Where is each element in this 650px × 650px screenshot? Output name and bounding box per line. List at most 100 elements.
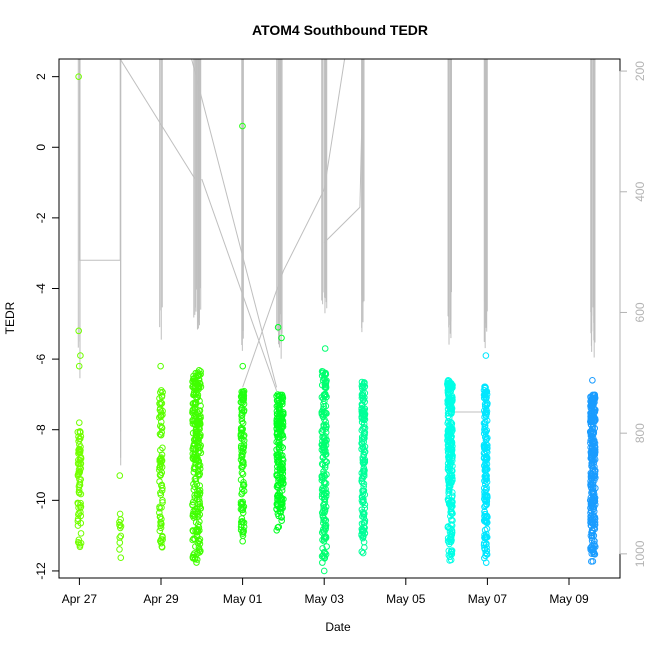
data-point (587, 451, 595, 459)
data-point (360, 450, 368, 458)
right-tick-label: 1000 (633, 540, 647, 567)
data-point-outlier (239, 122, 246, 130)
data-point (273, 431, 281, 438)
data-point (76, 489, 83, 497)
data-point (75, 511, 82, 518)
data-point (117, 524, 124, 532)
data-point (446, 439, 454, 447)
data-point (158, 543, 166, 551)
data-point (275, 523, 283, 531)
data-point (587, 507, 595, 515)
data-point (279, 400, 286, 408)
data-point (591, 424, 599, 432)
y-tick-label: 0 (34, 144, 48, 151)
data-point (77, 530, 85, 537)
data-point (75, 504, 82, 512)
data-point (189, 536, 196, 544)
data-point (278, 514, 286, 521)
data-point (360, 420, 368, 428)
data-point (116, 534, 124, 541)
data-point (589, 558, 597, 565)
data-point-outlier (589, 376, 596, 384)
data-point (279, 456, 287, 464)
data-point (446, 536, 454, 543)
x-tick-label: May 05 (386, 592, 426, 606)
data-point (238, 518, 245, 526)
data-point (279, 464, 286, 471)
data-point (273, 438, 280, 446)
data-point (320, 448, 327, 456)
data-point (239, 489, 246, 496)
data-point (590, 537, 598, 545)
data-point (361, 510, 368, 517)
data-point (448, 425, 456, 432)
data-point (117, 554, 125, 561)
points-layer (74, 73, 599, 575)
data-point (481, 384, 489, 392)
data-point (157, 457, 165, 465)
y-tick-label: -6 (34, 353, 48, 364)
data-point (116, 521, 123, 529)
data-point (321, 473, 329, 480)
data-point (483, 500, 490, 508)
data-point-outlier (75, 327, 82, 335)
data-point-outlier (77, 352, 84, 359)
data-point (360, 498, 367, 506)
x-tick-label: May 07 (468, 592, 508, 606)
data-point (358, 408, 366, 415)
data-point (444, 383, 452, 390)
data-point (482, 517, 490, 525)
data-point (359, 411, 367, 418)
data-point (190, 507, 198, 515)
depth-line-diag (191, 58, 278, 388)
data-point (588, 534, 596, 542)
data-point (480, 450, 488, 457)
data-point (320, 400, 327, 408)
data-point (279, 504, 286, 512)
data-point (193, 480, 201, 488)
data-point (195, 367, 203, 374)
data-point (359, 381, 367, 389)
data-point (587, 474, 595, 482)
data-point (157, 472, 164, 479)
data-point (238, 412, 245, 419)
depth-line-diag (242, 58, 346, 388)
data-point (590, 493, 597, 501)
data-point (278, 452, 286, 459)
depth-line-diag (119, 58, 196, 180)
data-point (587, 416, 595, 423)
data-point (74, 499, 82, 507)
data-point (158, 504, 165, 511)
data-point (116, 539, 124, 546)
data-point (156, 400, 163, 407)
data-point (590, 493, 598, 500)
data-point (588, 401, 596, 409)
data-point (156, 478, 163, 485)
data-point (448, 529, 456, 536)
data-point (449, 510, 456, 517)
data-point (189, 527, 197, 535)
data-point (238, 405, 245, 412)
data-point (321, 554, 329, 561)
data-point (482, 559, 490, 566)
data-point (273, 397, 281, 404)
data-point (446, 473, 453, 480)
data-point (239, 463, 246, 470)
data-point (158, 429, 165, 436)
data-point (588, 455, 595, 462)
data-point (322, 429, 330, 436)
data-point (591, 515, 599, 523)
data-point (273, 527, 281, 534)
data-point (159, 444, 166, 452)
data-point (444, 377, 452, 384)
data-point (358, 469, 366, 477)
data-point (240, 397, 247, 404)
data-point (446, 487, 453, 494)
data-point (196, 465, 204, 473)
data-point (239, 509, 247, 517)
data-point (447, 459, 455, 467)
data-point (278, 517, 285, 524)
data-point (194, 539, 202, 547)
data-point (589, 483, 597, 491)
data-point (590, 438, 598, 445)
